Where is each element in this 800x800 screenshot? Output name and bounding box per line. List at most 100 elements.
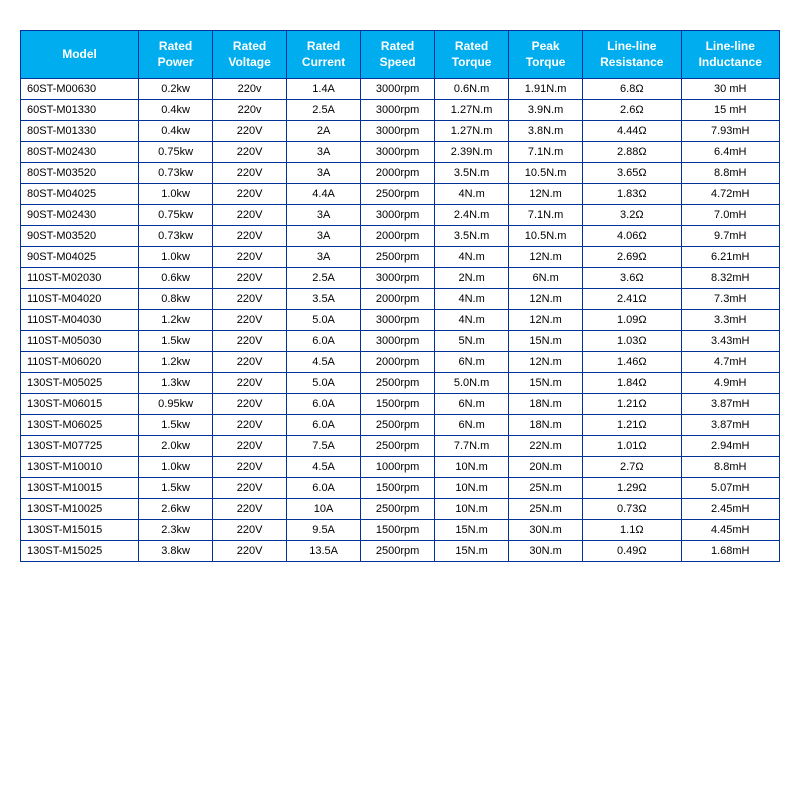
cell-3-3: 3A <box>287 142 361 163</box>
cell-20-1: 2.6kw <box>139 499 213 520</box>
cell-0-5: 0.6N.m <box>435 79 509 100</box>
cell-1-2: 220v <box>213 100 287 121</box>
cell-11-1: 1.2kw <box>139 310 213 331</box>
cell-6-3: 3A <box>287 205 361 226</box>
table-row: 130ST-M050251.3kw220V5.0A2500rpm5.0N.m15… <box>21 373 780 394</box>
cell-14-0: 130ST-M05025 <box>21 373 139 394</box>
cell-16-2: 220V <box>213 415 287 436</box>
cell-10-1: 0.8kw <box>139 289 213 310</box>
cell-0-3: 1.4A <box>287 79 361 100</box>
cell-21-5: 15N.m <box>435 520 509 541</box>
cell-12-7: 1.03Ω <box>583 331 681 352</box>
cell-18-7: 2.7Ω <box>583 457 681 478</box>
cell-2-5: 1.27N.m <box>435 121 509 142</box>
cell-16-6: 18N.m <box>509 415 583 436</box>
cell-8-5: 4N.m <box>435 247 509 268</box>
cell-7-0: 90ST-M03520 <box>21 226 139 247</box>
cell-21-1: 2.3kw <box>139 520 213 541</box>
cell-10-7: 2.41Ω <box>583 289 681 310</box>
cell-17-2: 220V <box>213 436 287 457</box>
cell-7-3: 3A <box>287 226 361 247</box>
cell-17-0: 130ST-M07725 <box>21 436 139 457</box>
cell-8-8: 6.21mH <box>681 247 780 268</box>
cell-14-3: 5.0A <box>287 373 361 394</box>
cell-11-0: 110ST-M04030 <box>21 310 139 331</box>
cell-4-8: 8.8mH <box>681 163 780 184</box>
cell-8-3: 3A <box>287 247 361 268</box>
cell-18-8: 8.8mH <box>681 457 780 478</box>
cell-19-3: 6.0A <box>287 478 361 499</box>
table-row: 110ST-M050301.5kw220V6.0A3000rpm5N.m15N.… <box>21 331 780 352</box>
cell-8-4: 2500rpm <box>361 247 435 268</box>
cell-19-8: 5.07mH <box>681 478 780 499</box>
cell-15-5: 6N.m <box>435 394 509 415</box>
col-header-4: RatedSpeed <box>361 31 435 79</box>
cell-2-1: 0.4kw <box>139 121 213 142</box>
cell-21-2: 220V <box>213 520 287 541</box>
cell-16-7: 1.21Ω <box>583 415 681 436</box>
cell-2-6: 3.8N.m <box>509 121 583 142</box>
cell-13-3: 4.5A <box>287 352 361 373</box>
cell-22-0: 130ST-M15025 <box>21 541 139 562</box>
cell-5-4: 2500rpm <box>361 184 435 205</box>
table-row: 130ST-M150152.3kw220V9.5A1500rpm15N.m30N… <box>21 520 780 541</box>
cell-8-7: 2.69Ω <box>583 247 681 268</box>
table-row: 60ST-M013300.4kw220v2.5A3000rpm1.27N.m3.… <box>21 100 780 121</box>
cell-15-3: 6.0A <box>287 394 361 415</box>
cell-15-7: 1.21Ω <box>583 394 681 415</box>
cell-17-4: 2500rpm <box>361 436 435 457</box>
cell-16-0: 130ST-M06025 <box>21 415 139 436</box>
cell-1-6: 3.9N.m <box>509 100 583 121</box>
cell-21-6: 30N.m <box>509 520 583 541</box>
cell-12-6: 15N.m <box>509 331 583 352</box>
cell-19-0: 130ST-M10015 <box>21 478 139 499</box>
cell-3-8: 6.4mH <box>681 142 780 163</box>
cell-20-7: 0.73Ω <box>583 499 681 520</box>
cell-19-6: 25N.m <box>509 478 583 499</box>
table-row: 130ST-M100101.0kw220V4.5A1000rpm10N.m20N… <box>21 457 780 478</box>
cell-13-1: 1.2kw <box>139 352 213 373</box>
col-header-5: RatedTorque <box>435 31 509 79</box>
cell-13-0: 110ST-M06020 <box>21 352 139 373</box>
cell-7-7: 4.06Ω <box>583 226 681 247</box>
cell-4-6: 10.5N.m <box>509 163 583 184</box>
table-row: 110ST-M060201.2kw220V4.5A2000rpm6N.m12N.… <box>21 352 780 373</box>
cell-15-6: 18N.m <box>509 394 583 415</box>
cell-13-4: 2000rpm <box>361 352 435 373</box>
cell-11-2: 220V <box>213 310 287 331</box>
cell-1-7: 2.6Ω <box>583 100 681 121</box>
cell-15-4: 1500rpm <box>361 394 435 415</box>
cell-9-1: 0.6kw <box>139 268 213 289</box>
cell-11-5: 4N.m <box>435 310 509 331</box>
cell-10-2: 220V <box>213 289 287 310</box>
cell-12-4: 3000rpm <box>361 331 435 352</box>
cell-13-8: 4.7mH <box>681 352 780 373</box>
cell-15-2: 220V <box>213 394 287 415</box>
cell-12-8: 3.43mH <box>681 331 780 352</box>
cell-2-3: 2A <box>287 121 361 142</box>
cell-7-6: 10.5N.m <box>509 226 583 247</box>
cell-4-0: 80ST-M03520 <box>21 163 139 184</box>
cell-18-4: 1000rpm <box>361 457 435 478</box>
cell-3-1: 0.75kw <box>139 142 213 163</box>
cell-7-2: 220V <box>213 226 287 247</box>
cell-3-5: 2.39N.m <box>435 142 509 163</box>
cell-6-8: 7.0mH <box>681 205 780 226</box>
cell-18-5: 10N.m <box>435 457 509 478</box>
cell-12-2: 220V <box>213 331 287 352</box>
table-row: 80ST-M040251.0kw220V4.4A2500rpm4N.m12N.m… <box>21 184 780 205</box>
cell-4-2: 220V <box>213 163 287 184</box>
cell-0-8: 30 mH <box>681 79 780 100</box>
cell-4-1: 0.73kw <box>139 163 213 184</box>
cell-22-8: 1.68mH <box>681 541 780 562</box>
cell-0-4: 3000rpm <box>361 79 435 100</box>
cell-11-6: 12N.m <box>509 310 583 331</box>
col-header-8: Line-lineInductance <box>681 31 780 79</box>
cell-6-4: 3000rpm <box>361 205 435 226</box>
cell-13-6: 12N.m <box>509 352 583 373</box>
cell-13-2: 220V <box>213 352 287 373</box>
cell-16-3: 6.0A <box>287 415 361 436</box>
table-row: 130ST-M100252.6kw220V10A2500rpm10N.m25N.… <box>21 499 780 520</box>
cell-21-0: 130ST-M15015 <box>21 520 139 541</box>
cell-5-3: 4.4A <box>287 184 361 205</box>
